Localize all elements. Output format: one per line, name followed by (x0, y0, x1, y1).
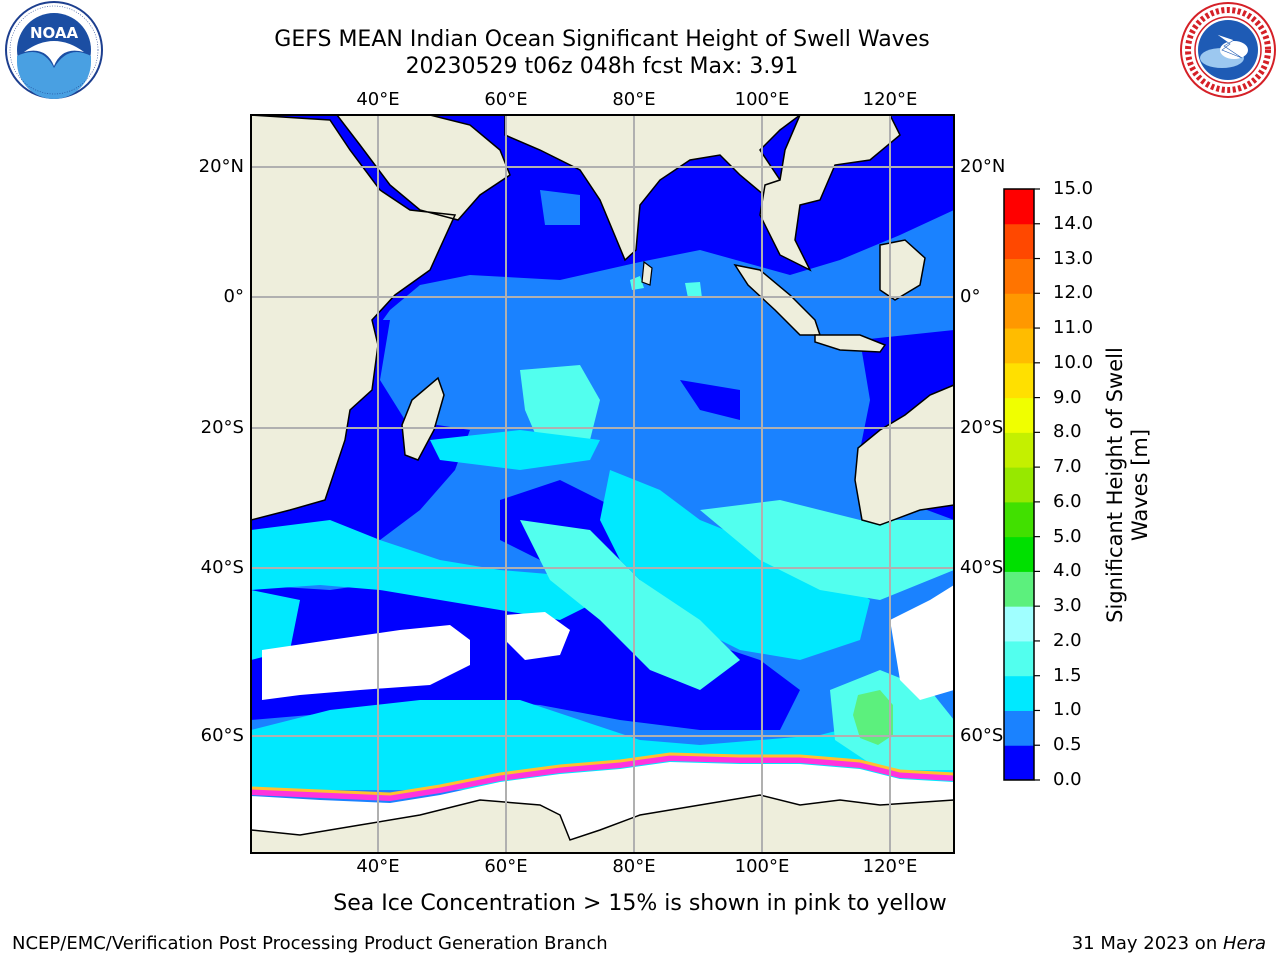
ice-mask-1 (262, 625, 470, 700)
land-africa-arabia (251, 115, 511, 521)
lon-tick-top-60e: 60°E (484, 89, 528, 110)
colorbar-swatch (1004, 258, 1034, 294)
colorbar-tick-label: 3.0 (1053, 595, 1082, 617)
colorbar-swatch (1004, 362, 1034, 399)
colorbar-swatch (1004, 432, 1034, 468)
swell-region-mid-7 (251, 590, 300, 660)
colorbar-swatch (1004, 189, 1034, 225)
colorbar-swatch (1004, 640, 1034, 677)
colorbar-swatch (1004, 328, 1034, 364)
lon-tick-bottom-60e: 60°E (484, 856, 528, 877)
lon-tick-bottom-120e: 120°E (862, 856, 918, 877)
swell-region-mid-6 (520, 520, 740, 690)
colorbar-swatch (1004, 710, 1034, 746)
land-australia (854, 384, 954, 526)
sea-ice-caption: Sea Ice Concentration > 15% is shown in … (0, 891, 1280, 916)
lon-tick-top-100e: 100°E (734, 89, 790, 110)
swell-region-mid-1 (251, 520, 600, 620)
antarctica-land (251, 794, 954, 853)
lat-tick-right-40s: 40°S (960, 557, 1004, 578)
footer-producer: NCEP/EMC/Verification Post Processing Pr… (12, 933, 608, 954)
colorbar-tick-label: 4.0 (1053, 560, 1082, 582)
swell-region-high (853, 690, 893, 745)
colorbar-swatch (1004, 467, 1034, 503)
swell-region-low-streak (680, 380, 740, 420)
swell-region-small-3 (540, 190, 580, 225)
lat-tick-right-20s: 20°S (960, 417, 1004, 438)
noaa-logo: NOAA (5, 1, 103, 99)
colorbar-tick-label: 15.0 (1053, 178, 1094, 199)
colorbar-tick-label: 11.0 (1053, 317, 1094, 339)
noaa-logo-text: NOAA (30, 24, 79, 42)
colorbar-tick-label: 10.0 (1053, 351, 1094, 373)
colorbar-tick-label: 2.0 (1053, 629, 1082, 651)
colorbar-frame (1003, 188, 1035, 781)
footer-machine: Hera (1222, 933, 1266, 954)
lat-tick-left-20s: 20°S (200, 417, 244, 438)
colorbar-swatch (1004, 536, 1034, 572)
colorbar-swatch (1004, 571, 1034, 607)
colorbar-tick-label: 14.0 (1053, 212, 1094, 234)
colorbar-label: Significant Height of Swell Waves [m] (1103, 320, 1153, 650)
colorbar-tick-label: 1.0 (1053, 699, 1082, 721)
chart-title: GEFS MEAN Indian Ocean Significant Heigh… (274, 27, 930, 52)
swell-region-mid-4 (600, 470, 870, 660)
lon-tick-top-120e: 120°E (862, 89, 918, 110)
lat-tick-left-0: 0° (223, 286, 244, 307)
sea-ice-edge-yellow (251, 752, 954, 796)
lat-tick-left-40s: 40°S (200, 557, 244, 578)
lat-tick-left-60s: 60°S (200, 725, 244, 746)
swell-region-mid-3 (430, 430, 600, 470)
footer-date-text: 31 May 2023 on (1071, 933, 1223, 954)
colorbar-tick-label: 1.5 (1053, 664, 1082, 686)
colorbar-tick-label: 12.0 (1053, 282, 1094, 304)
colorbar-tick-label: 6.0 (1053, 490, 1082, 512)
chart-subtitle: 20230529 t06z 048h fcst Max: 3.91 (405, 54, 799, 79)
colorbar-label-line2: Waves [m] (1128, 428, 1152, 542)
colorbar-tick-label: 13.0 (1053, 247, 1094, 269)
colorbar-swatch (1004, 223, 1034, 260)
colorbar-tick-label: 0.0 (1053, 769, 1082, 790)
nws-logo (1180, 2, 1276, 98)
map-frame (250, 114, 955, 854)
graticule (251, 115, 954, 853)
colorbar-swatch (1004, 745, 1034, 781)
sea-ice-edge (251, 754, 954, 802)
lat-tick-right-20n: 20°N (960, 156, 1006, 177)
colorbar-tick-label: 7.0 (1053, 456, 1082, 478)
lon-tick-bottom-100e: 100°E (734, 856, 790, 877)
map-area (251, 115, 954, 853)
sea-ice-caption-text: Sea Ice Concentration > 15% is shown in … (333, 891, 947, 916)
lat-tick-right-60s: 60°S (960, 725, 1004, 746)
lon-tick-bottom-80e: 80°E (612, 856, 656, 877)
colorbar-swatch (1004, 397, 1034, 433)
land-madagascar (401, 376, 445, 461)
colorbar-swatch (1004, 606, 1034, 642)
colorbar-tick-label: 0.5 (1053, 734, 1082, 756)
lon-tick-top-40e: 40°E (356, 89, 400, 110)
colorbar (1004, 188, 1040, 781)
lon-tick-bottom-40e: 40°E (356, 856, 400, 877)
colorbar-tick-label: 8.0 (1053, 421, 1082, 443)
land-borneo (879, 239, 926, 301)
land-sri-lanka (641, 260, 653, 286)
ice-mask-2 (505, 612, 570, 660)
colorbar-tick-label: 9.0 (1053, 386, 1082, 408)
colorbar-tick-label: 5.0 (1053, 525, 1082, 547)
swell-region-mid-2 (520, 365, 600, 445)
colorbar-swatch (1004, 501, 1034, 538)
colorbar-label-line1: Significant Height of Swell (1103, 347, 1127, 623)
swell-region-small-2 (685, 282, 702, 298)
lon-tick-top-80e: 80°E (612, 89, 656, 110)
land-java (814, 334, 887, 353)
lat-tick-left-20n: 20°N (198, 156, 244, 177)
lat-tick-right-0: 0° (960, 286, 981, 307)
colorbar-swatch (1004, 293, 1034, 329)
colorbar-swatch (1004, 675, 1034, 711)
ice-mask-3 (890, 585, 954, 700)
footer-date: 31 May 2023 on Hera (1072, 933, 1266, 954)
